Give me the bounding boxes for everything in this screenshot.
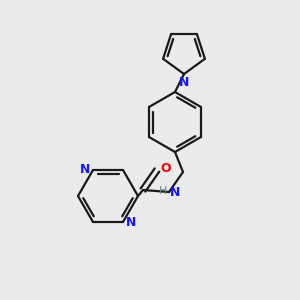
Text: N: N (126, 217, 136, 230)
Text: H: H (159, 186, 167, 196)
Text: O: O (160, 163, 171, 176)
Text: N: N (80, 163, 90, 176)
Text: N: N (179, 76, 189, 89)
Text: N: N (170, 185, 180, 199)
